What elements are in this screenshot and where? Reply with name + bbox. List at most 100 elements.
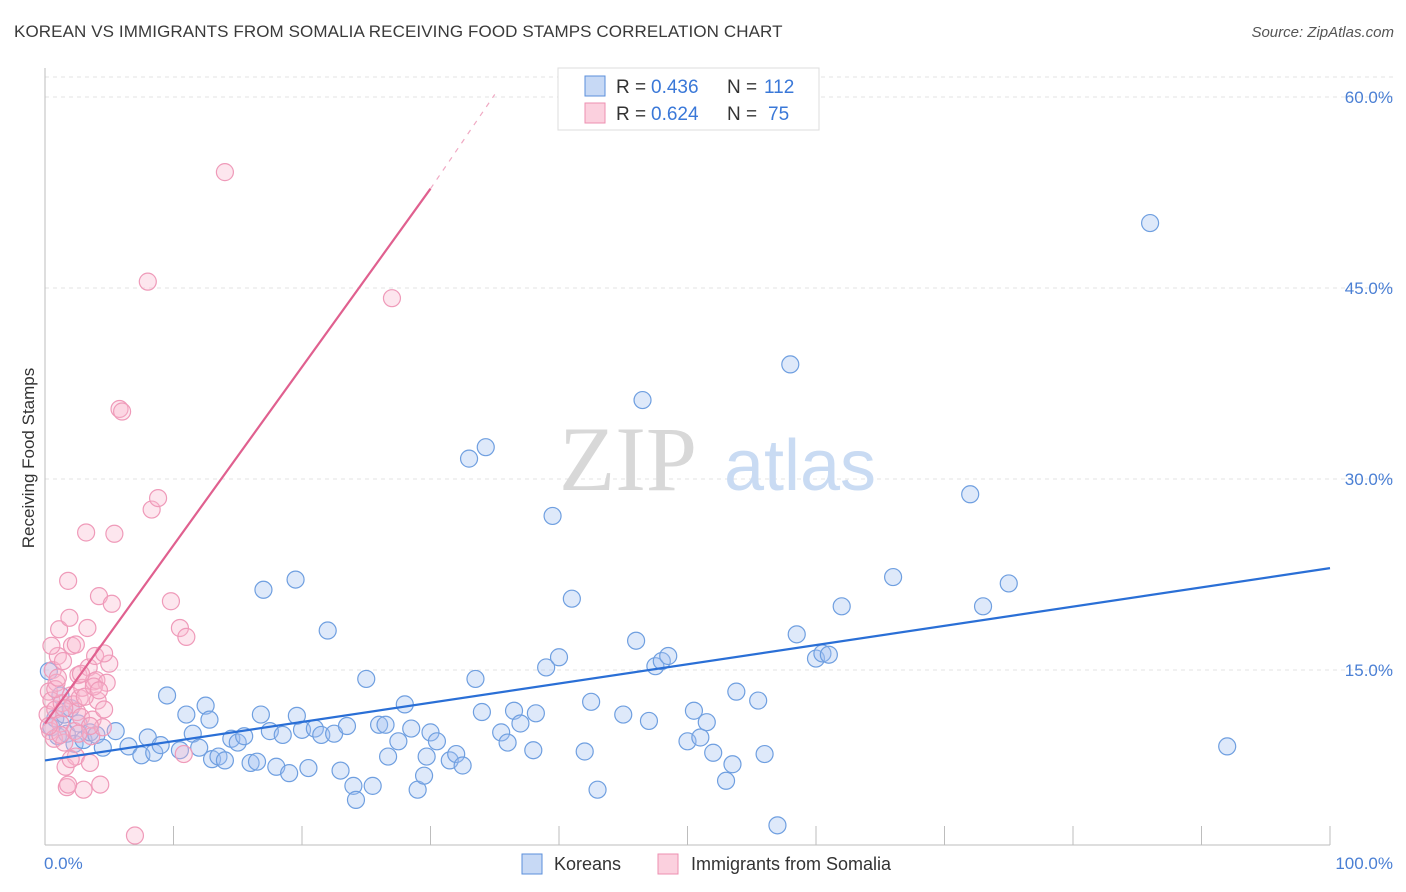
point-koreans bbox=[376, 715, 395, 734]
y-tick-label: 60.0% bbox=[1345, 88, 1393, 107]
point-koreans bbox=[370, 715, 389, 734]
point-koreans bbox=[247, 752, 267, 771]
point-koreans bbox=[614, 705, 633, 724]
y-tick-label: 30.0% bbox=[1345, 470, 1393, 489]
point-koreans bbox=[588, 780, 607, 799]
point-koreans bbox=[346, 790, 366, 809]
point-koreans bbox=[549, 648, 569, 667]
legend-label-somalia: Immigrants from Somalia bbox=[691, 854, 892, 874]
watermark-atlas: atlas bbox=[724, 426, 876, 506]
point-koreans bbox=[659, 646, 678, 666]
point-koreans bbox=[286, 570, 305, 589]
point-somalia bbox=[74, 780, 93, 799]
point-koreans bbox=[492, 723, 511, 742]
point-somalia bbox=[382, 289, 402, 308]
point-somalia bbox=[215, 163, 234, 182]
y-tick-label: 15.0% bbox=[1345, 661, 1393, 680]
point-somalia bbox=[53, 651, 73, 671]
point-koreans bbox=[498, 733, 517, 752]
point-somalia bbox=[48, 668, 67, 687]
point-koreans bbox=[466, 669, 485, 689]
point-koreans bbox=[749, 691, 768, 710]
point-koreans bbox=[157, 686, 177, 705]
point-koreans bbox=[684, 701, 704, 720]
stats-swatch-somalia bbox=[584, 102, 606, 124]
point-somalia bbox=[170, 618, 190, 638]
point-koreans bbox=[395, 695, 414, 714]
point-somalia bbox=[110, 399, 129, 419]
point-koreans bbox=[417, 747, 436, 766]
watermark-zip: ZIP bbox=[559, 408, 697, 510]
point-somalia bbox=[61, 750, 80, 769]
point-somalia bbox=[60, 608, 79, 627]
point-koreans bbox=[190, 738, 209, 757]
point-somalia bbox=[95, 644, 114, 663]
stats-r-koreans: 0.436 bbox=[651, 77, 699, 98]
point-koreans bbox=[402, 719, 421, 738]
point-somalia bbox=[177, 627, 196, 646]
point-somalia bbox=[93, 718, 112, 737]
y-tick-label: 45.0% bbox=[1345, 279, 1393, 298]
point-koreans bbox=[691, 728, 710, 747]
point-somalia bbox=[161, 592, 181, 611]
point-somalia bbox=[77, 523, 96, 542]
x-tick-label: 0.0% bbox=[44, 854, 83, 873]
point-koreans bbox=[961, 485, 980, 504]
source-credit: Source: ZipAtlas.com bbox=[1251, 24, 1394, 41]
point-koreans bbox=[781, 355, 800, 374]
point-koreans bbox=[427, 732, 447, 751]
legend-swatch-koreans bbox=[521, 853, 543, 875]
point-somalia bbox=[69, 724, 88, 743]
point-koreans bbox=[215, 751, 234, 770]
point-koreans bbox=[883, 567, 903, 587]
point-koreans bbox=[151, 736, 170, 755]
point-koreans bbox=[389, 732, 408, 751]
point-koreans bbox=[241, 753, 260, 773]
point-koreans bbox=[318, 621, 337, 640]
point-somalia bbox=[39, 716, 58, 736]
point-somalia bbox=[55, 699, 74, 718]
point-koreans bbox=[331, 761, 350, 780]
point-koreans bbox=[254, 580, 273, 599]
point-koreans bbox=[639, 711, 659, 731]
bottom-legend: Koreans Immigrants from Somalia bbox=[521, 853, 892, 875]
stats-r-somalia: 0.624 bbox=[651, 104, 699, 125]
point-somalia bbox=[46, 679, 65, 699]
point-koreans bbox=[459, 449, 479, 468]
point-koreans bbox=[704, 743, 723, 762]
point-koreans bbox=[543, 506, 562, 526]
legend-swatch-somalia bbox=[657, 853, 679, 875]
point-somalia bbox=[95, 700, 114, 719]
point-koreans bbox=[973, 597, 993, 616]
point-koreans bbox=[421, 723, 440, 742]
point-koreans bbox=[177, 705, 196, 724]
point-somalia bbox=[59, 571, 78, 590]
point-somalia bbox=[148, 489, 168, 508]
point-somalia bbox=[100, 654, 119, 673]
point-koreans bbox=[312, 725, 331, 745]
stats-r-label-koreans: R = bbox=[616, 77, 646, 98]
point-koreans bbox=[273, 725, 292, 745]
point-koreans bbox=[363, 776, 382, 795]
trend-lines bbox=[44, 94, 1331, 762]
point-koreans bbox=[357, 669, 376, 689]
point-koreans bbox=[287, 706, 306, 725]
point-koreans bbox=[511, 714, 530, 733]
y-axis-label: Receiving Food Stamps bbox=[19, 368, 38, 548]
point-koreans bbox=[819, 645, 838, 664]
point-koreans bbox=[633, 390, 652, 410]
point-koreans bbox=[447, 744, 466, 764]
stats-legend: R = 0.436 N = 112 R = 0.624 N = 75 bbox=[557, 67, 820, 131]
point-somalia bbox=[48, 646, 67, 666]
point-koreans bbox=[723, 755, 742, 774]
point-koreans bbox=[196, 696, 215, 715]
stats-n-koreans: 112 bbox=[764, 77, 794, 98]
point-somalia bbox=[142, 500, 161, 519]
x-tick-label: 100.0% bbox=[1335, 854, 1393, 873]
point-koreans bbox=[575, 742, 594, 761]
point-koreans bbox=[537, 658, 556, 677]
point-koreans bbox=[697, 713, 716, 732]
point-koreans bbox=[200, 710, 219, 729]
point-koreans bbox=[378, 747, 398, 766]
point-koreans bbox=[999, 574, 1018, 593]
